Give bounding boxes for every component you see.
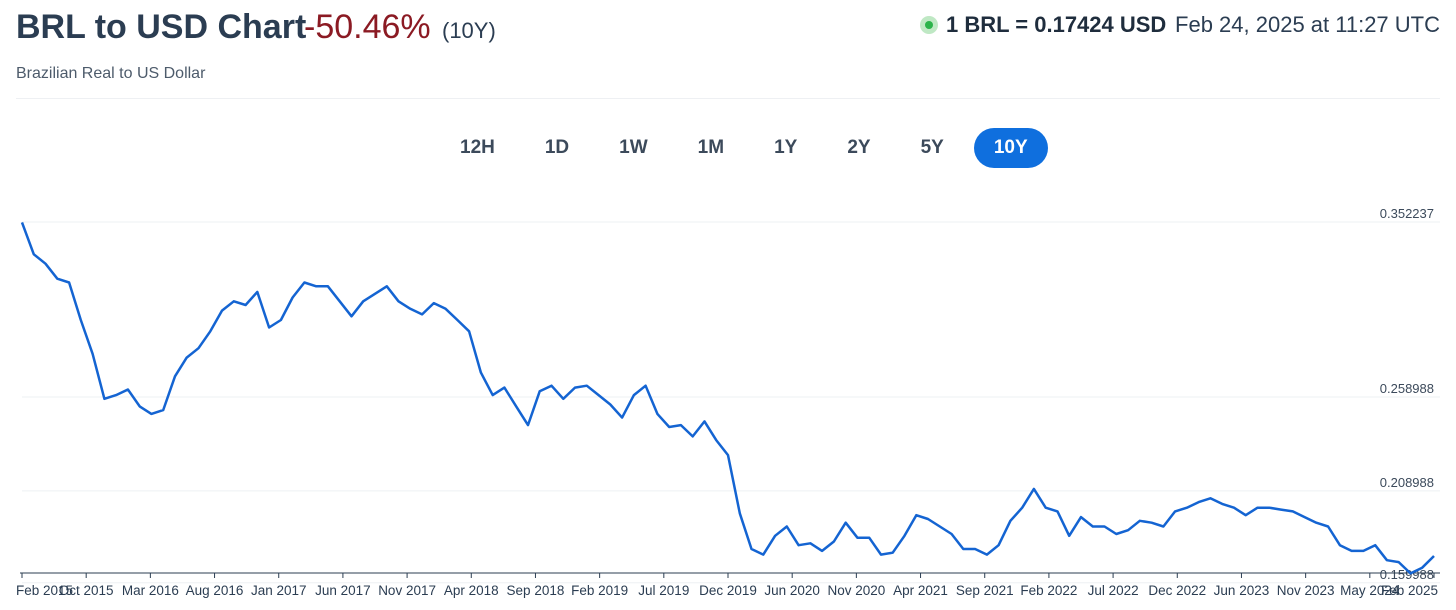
range-button-5y[interactable]: 5Y: [920, 137, 944, 158]
range-button-1y[interactable]: 1Y: [774, 137, 798, 158]
range-button-10y[interactable]: 10Y: [973, 128, 1048, 168]
x-tick-label: Sep 2021: [956, 583, 1014, 598]
x-tick-label: Apr 2018: [444, 583, 499, 598]
y-tick-label: 0.208988: [1380, 475, 1434, 490]
page-title: BRL to USD Chart: [16, 8, 307, 46]
x-tick-label: Jun 2023: [1214, 583, 1270, 598]
y-tick-label: 0.352237: [1380, 206, 1434, 221]
live-status-icon: [920, 16, 938, 34]
rate-timestamp: Feb 24, 2025 at 11:27 UTC: [1175, 12, 1440, 37]
series-group: [20, 221, 1435, 575]
range-button-2y[interactable]: 2Y: [847, 137, 871, 158]
x-tick-label: Apr 2021: [893, 583, 948, 598]
x-tick-label: Feb 2015: [16, 583, 73, 598]
range-button-1w[interactable]: 1W: [619, 137, 648, 158]
x-tick-label: Feb 2019: [571, 583, 628, 598]
x-tick-label: Dec 2022: [1148, 583, 1206, 598]
chart-header: BRL to USD Chart -50.46% (10Y) Brazilian…: [0, 0, 1456, 100]
x-tick-label: Dec 2019: [699, 583, 757, 598]
y-axis-labels: 0.352237 0.258988 0.208988 0.159988: [1380, 206, 1434, 582]
x-tick-label: Sep 2018: [507, 583, 565, 598]
x-tick-label: Nov 2017: [378, 583, 436, 598]
current-rate: 1 BRL = 0.17424 USD: [946, 12, 1167, 37]
range-button-1m[interactable]: 1M: [697, 137, 725, 158]
x-tick-label: Nov 2020: [827, 583, 885, 598]
period-label: (10Y): [442, 18, 496, 43]
x-tick-label: Jul 2019: [638, 583, 689, 598]
range-button-1d[interactable]: 1D: [544, 137, 570, 158]
series-line-0: [20, 221, 1435, 575]
line-chart: 0.352237 0.258988 0.208988 0.159988 Feb 201…: [16, 206, 1440, 598]
y-tick-label: 0.159988: [1380, 567, 1434, 582]
range-button-12h[interactable]: 12H: [460, 137, 495, 158]
x-tick-label: Oct 2015: [59, 583, 114, 598]
x-tick-label: Aug 2016: [186, 583, 244, 598]
y-tick-label: 0.258988: [1380, 381, 1434, 396]
x-tick-label: Mar 2016: [122, 583, 179, 598]
x-tick-label: Feb 2022: [1020, 583, 1077, 598]
x-tick-label: Nov 2023: [1277, 583, 1335, 598]
x-tick-label: Jun 2020: [764, 583, 820, 598]
page-subtitle: Brazilian Real to US Dollar: [16, 65, 206, 82]
chart-grid: [22, 221, 1440, 584]
x-tick-label: Jun 2017: [315, 583, 371, 598]
range-selector: 12H 1D 1W 1M 1Y 2Y 5Y 10Y: [440, 128, 1058, 168]
x-tick-label: Feb 2025: [1381, 583, 1438, 598]
x-tick-label: Jan 2017: [251, 583, 307, 598]
x-tick-label: Jul 2022: [1088, 583, 1139, 598]
x-tick-label: May 2024: [1340, 583, 1400, 598]
percent-change: -50.46%: [304, 8, 431, 46]
header-divider: [16, 98, 1440, 99]
